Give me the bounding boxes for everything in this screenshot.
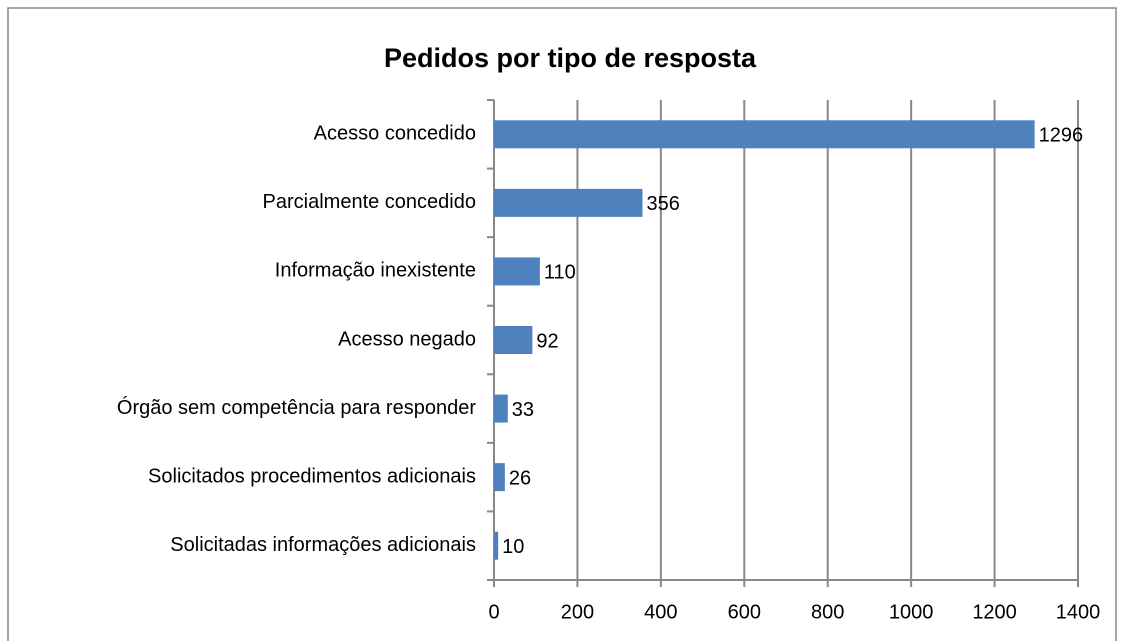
chart-title: Pedidos por tipo de resposta [384, 43, 757, 73]
data-label: 10 [502, 536, 524, 558]
data-label: 33 [512, 399, 534, 421]
x-tick-label: 0 [488, 601, 499, 623]
x-tick-label: 600 [728, 601, 761, 623]
data-label: 1296 [1039, 125, 1084, 147]
y-tick-label: Solicitados procedimentos adicionais [148, 465, 476, 487]
data-label: 356 [647, 193, 680, 215]
y-tick-label: Acesso concedido [314, 123, 476, 145]
bar [494, 531, 499, 560]
x-tick-label: 1400 [1056, 601, 1101, 623]
x-tick-label: 1000 [889, 601, 934, 623]
x-tick-label: 400 [644, 601, 677, 623]
x-tick-label: 800 [811, 601, 844, 623]
bar [494, 326, 533, 354]
bar [494, 394, 508, 423]
x-tick-label: 200 [561, 601, 594, 623]
y-tick-label: Solicitadas informações adicionais [170, 534, 476, 556]
y-tick-label: Órgão sem competência para responder [117, 396, 476, 419]
data-label: 110 [544, 262, 576, 284]
bar [494, 120, 1035, 149]
data-label: 26 [509, 467, 531, 489]
data-label: 92 [536, 330, 558, 352]
y-tick-label: Parcialmente concedido [263, 191, 476, 213]
x-tick-label: 1200 [972, 601, 1017, 623]
chart-frame [7, 7, 1117, 641]
bar [494, 188, 643, 217]
y-tick-label: Informação inexistente [275, 260, 476, 282]
y-tick-label: Acesso negado [338, 328, 476, 350]
bar [494, 463, 505, 492]
bar [494, 257, 540, 286]
